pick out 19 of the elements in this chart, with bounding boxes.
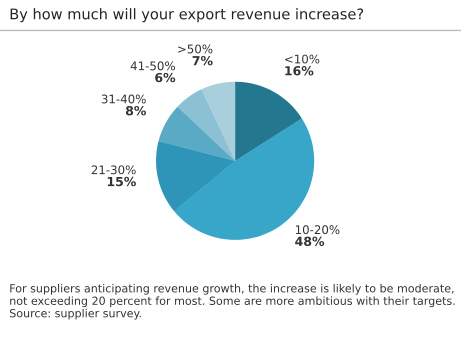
slice-label: 31-40% — [102, 94, 146, 104]
data-label: 8% — [126, 106, 146, 116]
slice-label: 41-50% — [130, 61, 175, 70]
slice-label: <10% — [285, 54, 320, 64]
slice-label: 21-30% — [92, 165, 136, 174]
text: For suppliers anticipating revenue growth, the increase is likely to be moderate, not exceeding 20 percent for most. Some are more ambitious with their targets. Source: supplier survey. — [10, 284, 455, 320]
pie-slice — [177, 89, 236, 161]
chart-title: By how much will your export revenue increase? — [10, 8, 364, 22]
pie-slice — [235, 82, 302, 161]
data-label: 48% — [295, 236, 324, 246]
data-label: 15% — [108, 176, 136, 186]
pie-slice — [201, 82, 236, 161]
slice-label: 10-20% — [296, 225, 340, 234]
pie-slice — [156, 141, 236, 212]
data-label: 6% — [155, 72, 176, 82]
data-label: 7% — [192, 56, 213, 66]
slice-label: >50% — [178, 44, 212, 54]
data-label: 16% — [285, 66, 314, 76]
pie-slice — [158, 106, 236, 161]
